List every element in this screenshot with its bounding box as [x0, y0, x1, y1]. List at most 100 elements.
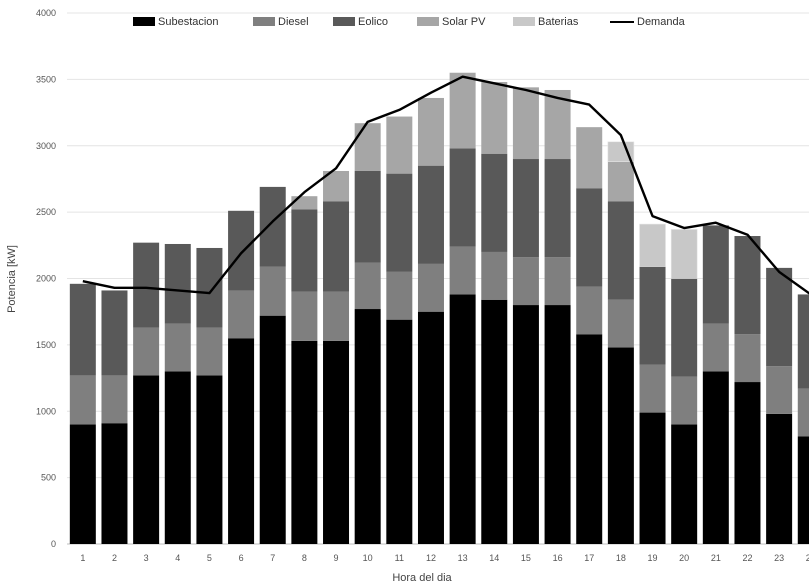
bar-segment-solar-pv: [449, 72, 476, 149]
y-tick-label: 2500: [36, 207, 56, 217]
bar-segment-eolico: [544, 159, 571, 258]
x-tick-label: 1: [80, 553, 85, 563]
bar-segment-eolico: [797, 294, 809, 389]
bar-stack: [164, 243, 191, 544]
bar-segment-diesel: [69, 375, 96, 425]
bar-stack: [481, 82, 508, 544]
bar-stack: [228, 210, 255, 544]
bar-segment-diesel: [196, 327, 223, 376]
bar-segment-diesel: [449, 246, 476, 295]
y-tick-label: 1500: [36, 340, 56, 350]
bar-segment-subestacion: [323, 340, 350, 544]
y-axis-title: Potencia [kW]: [6, 245, 18, 313]
y-tick-label: 4000: [36, 8, 56, 18]
bar-segment-subestacion: [69, 424, 96, 544]
bar-segment-diesel: [323, 291, 350, 341]
x-tick-label: 2: [112, 553, 117, 563]
bar-segment-eolico: [228, 210, 255, 291]
bar-segment-diesel: [417, 263, 444, 312]
bar-segment-solar-pv: [354, 123, 381, 171]
x-tick-label: 8: [302, 553, 307, 563]
bar-stack: [259, 186, 286, 544]
bar-segment-eolico: [766, 267, 793, 367]
bar-segment-eolico: [196, 247, 223, 328]
legend-swatch: [253, 17, 275, 26]
bar-segment-subestacion: [544, 305, 571, 544]
legend-swatch: [513, 17, 535, 26]
bar-segment-solar-pv: [607, 161, 634, 202]
x-tick-label: 24: [806, 553, 809, 563]
bar-segment-subestacion: [417, 311, 444, 544]
bar-segment-solar-pv: [576, 127, 603, 189]
bar-stack: [639, 223, 666, 544]
bar-segment-eolico: [607, 201, 634, 300]
bar-segment-subestacion: [449, 294, 476, 544]
bar-segment-eolico: [386, 173, 413, 272]
legend-swatch: [133, 17, 155, 26]
bar-segment-eolico: [164, 243, 191, 324]
legend-label: Eolico: [358, 16, 388, 28]
bar-stack: [291, 196, 318, 544]
bar-segment-subestacion: [386, 319, 413, 544]
bar-stack: [449, 72, 476, 544]
bar-segment-diesel: [354, 262, 381, 310]
bar-segment-subestacion: [797, 436, 809, 544]
legend-label: Solar PV: [442, 16, 486, 28]
y-tick-label: 0: [51, 539, 56, 549]
bar-stack: [576, 127, 603, 544]
x-tick-label: 3: [144, 553, 149, 563]
bar-stacks: [69, 72, 809, 544]
demand-line-layer: [82, 75, 809, 295]
x-tick-label: 6: [239, 553, 244, 563]
bar-segment-subestacion: [766, 413, 793, 544]
bar-segment-subestacion: [734, 382, 761, 544]
bar-stack: [133, 242, 160, 544]
bar-segment-diesel: [702, 323, 729, 372]
bar-segment-subestacion: [228, 338, 255, 544]
bar-stack: [544, 89, 571, 544]
bar-segment-baterias: [670, 229, 698, 279]
bar-segment-solar-pv: [544, 89, 571, 160]
bar-segment-diesel: [101, 375, 128, 424]
bar-segment-subestacion: [671, 424, 698, 544]
bar-segment-subestacion: [196, 375, 223, 544]
bar-segment-diesel: [766, 366, 793, 414]
x-axis-ticks: 123456789101112131415161718192021222324: [80, 553, 809, 563]
bar-stack: [702, 225, 729, 544]
x-tick-label: 7: [270, 553, 275, 563]
bar-stack: [354, 123, 381, 544]
legend: Subestacion Diesel Eolico Solar PV Baterias D…: [133, 16, 686, 28]
bar-segment-subestacion: [354, 309, 381, 544]
bar-segment-subestacion: [512, 305, 539, 544]
bar-segment-diesel: [639, 364, 666, 413]
x-axis-title: Hora del dia: [392, 572, 452, 584]
bar-segment-subestacion: [607, 347, 634, 544]
bar-segment-eolico: [323, 201, 350, 292]
bar-stack: [670, 229, 698, 544]
bar-segment-solar-pv: [481, 82, 508, 154]
bar-segment-eolico: [354, 170, 381, 263]
bar-segment-eolico: [133, 242, 160, 328]
x-tick-label: 22: [742, 553, 752, 563]
x-tick-label: 18: [616, 553, 626, 563]
bar-segment-subestacion: [291, 340, 318, 544]
x-tick-label: 17: [584, 553, 594, 563]
bar-segment-solar-pv: [291, 196, 318, 210]
x-tick-label: 5: [207, 553, 212, 563]
x-tick-label: 12: [426, 553, 436, 563]
bar-segment-subestacion: [164, 371, 191, 544]
bar-segment-eolico: [417, 165, 444, 264]
bar-stack: [196, 247, 223, 544]
y-tick-label: 500: [41, 473, 56, 483]
bar-segment-diesel: [164, 323, 191, 372]
bar-segment-diesel: [386, 271, 413, 320]
bar-stack: [797, 294, 809, 544]
bar-stack: [607, 141, 635, 544]
bar-stack: [101, 290, 128, 544]
x-tick-label: 4: [175, 553, 180, 563]
bar-segment-subestacion: [259, 315, 286, 544]
y-tick-label: 1000: [36, 406, 56, 416]
bar-segment-subestacion: [576, 334, 603, 544]
bar-segment-diesel: [512, 257, 539, 306]
